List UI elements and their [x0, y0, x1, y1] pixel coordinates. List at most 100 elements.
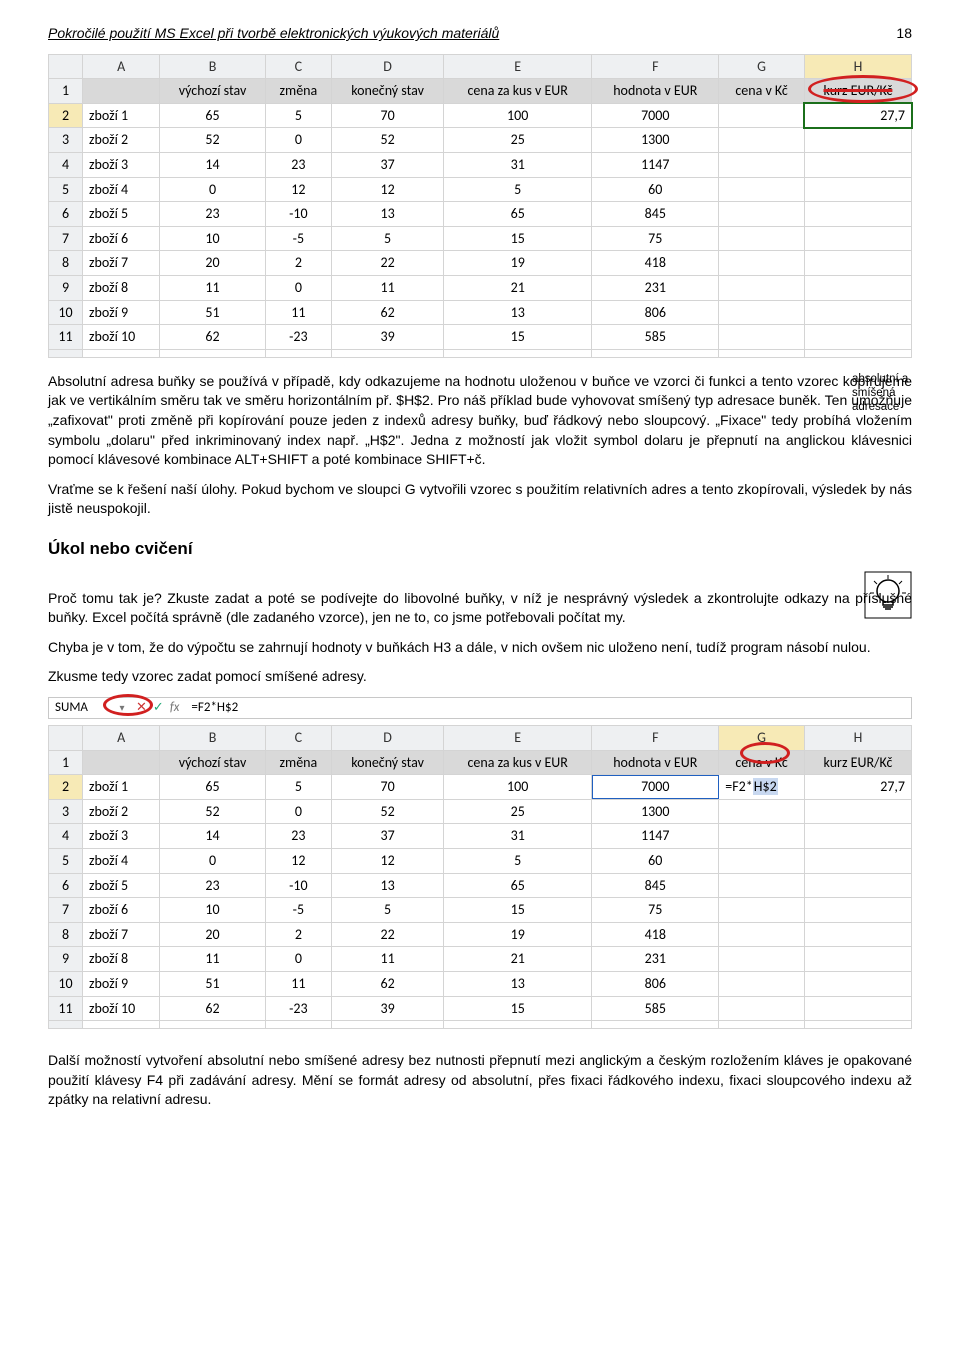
cell[interactable]: -23	[265, 996, 331, 1021]
cell[interactable]: zboží 5	[83, 202, 160, 227]
cell[interactable]: zboží 6	[83, 898, 160, 923]
cell[interactable]: 7000	[592, 775, 719, 800]
col-C[interactable]: C	[265, 726, 331, 751]
cell[interactable]: 52	[160, 128, 265, 153]
cell[interactable]: 100	[444, 103, 592, 128]
cell[interactable]: =F2*H$2	[719, 775, 805, 800]
row-number[interactable]: 7	[49, 226, 83, 251]
cell[interactable]: 806	[592, 300, 719, 325]
col-D[interactable]: D	[332, 726, 444, 751]
cell[interactable]: 19	[444, 922, 592, 947]
row-number[interactable]: 10	[49, 300, 83, 325]
cell[interactable]: 11	[160, 947, 265, 972]
cell[interactable]: 418	[592, 251, 719, 276]
cell[interactable]: 65	[160, 775, 265, 800]
col-B[interactable]: B	[160, 54, 265, 79]
cell[interactable]: 70	[332, 103, 444, 128]
cell[interactable]	[719, 824, 805, 849]
cell[interactable]: 418	[592, 922, 719, 947]
cell[interactable]: 11	[265, 300, 331, 325]
row-number[interactable]: 5	[49, 177, 83, 202]
col-C[interactable]: C	[265, 54, 331, 79]
cell[interactable]: 21	[444, 947, 592, 972]
header-cell[interactable]: cena v Kč	[719, 750, 805, 775]
cell[interactable]: zboží 8	[83, 947, 160, 972]
cell[interactable]	[719, 996, 805, 1021]
cell[interactable]: 51	[160, 300, 265, 325]
cell[interactable]: zboží 10	[83, 996, 160, 1021]
cell[interactable]: 65	[160, 103, 265, 128]
cell[interactable]: -10	[265, 873, 331, 898]
cell[interactable]: zboží 2	[83, 128, 160, 153]
cell[interactable]: 845	[592, 873, 719, 898]
cell[interactable]: 12	[332, 177, 444, 202]
cell[interactable]: 1147	[592, 824, 719, 849]
cell[interactable]: 5	[332, 898, 444, 923]
name-box-dropdown-icon[interactable]: ▾	[114, 697, 130, 719]
cell[interactable]	[804, 824, 911, 849]
cell[interactable]: 75	[592, 226, 719, 251]
header-cell[interactable]: cena za kus v EUR	[444, 79, 592, 104]
cell[interactable]: 31	[444, 152, 592, 177]
cell[interactable]: 60	[592, 177, 719, 202]
cell[interactable]: 13	[332, 873, 444, 898]
cell[interactable]	[804, 275, 911, 300]
cell[interactable]	[83, 349, 160, 357]
cell[interactable]	[804, 202, 911, 227]
cell[interactable]: 5	[265, 103, 331, 128]
cell[interactable]	[719, 349, 805, 357]
cell[interactable]	[265, 349, 331, 357]
row-number[interactable]: 3	[49, 128, 83, 153]
cell[interactable]: -10	[265, 202, 331, 227]
cell[interactable]: -23	[265, 325, 331, 350]
cell[interactable]	[719, 971, 805, 996]
cell[interactable]: 52	[332, 128, 444, 153]
row-number[interactable]: 6	[49, 202, 83, 227]
cell[interactable]: 7000	[592, 103, 719, 128]
header-cell[interactable]: změna	[265, 750, 331, 775]
row-number[interactable]	[49, 1021, 83, 1029]
cell[interactable]: zboží 1	[83, 103, 160, 128]
row-number[interactable]: 4	[49, 152, 83, 177]
col-G[interactable]: G	[719, 54, 805, 79]
header-cell[interactable]: výchozí stav	[160, 750, 265, 775]
cell[interactable]: zboží 9	[83, 300, 160, 325]
row-number[interactable]: 8	[49, 922, 83, 947]
cell[interactable]: 1300	[592, 799, 719, 824]
cell[interactable]: 14	[160, 152, 265, 177]
cell[interactable]	[804, 226, 911, 251]
cell[interactable]: 5	[332, 226, 444, 251]
cell[interactable]: 23	[160, 873, 265, 898]
header-cell[interactable]: kurz EUR/Kč	[804, 79, 911, 104]
row-number[interactable]: 9	[49, 947, 83, 972]
cell[interactable]: 19	[444, 251, 592, 276]
cell[interactable]: 62	[160, 325, 265, 350]
col-A[interactable]: A	[83, 54, 160, 79]
cell[interactable]: 13	[332, 202, 444, 227]
cell[interactable]: 12	[265, 849, 331, 874]
cell[interactable]: 14	[160, 824, 265, 849]
cell[interactable]	[719, 898, 805, 923]
cell[interactable]: 75	[592, 898, 719, 923]
cell[interactable]: zboží 7	[83, 251, 160, 276]
cell[interactable]: 65	[444, 202, 592, 227]
cell[interactable]: 845	[592, 202, 719, 227]
row-number[interactable]: 1	[49, 79, 83, 104]
cell[interactable]: 20	[160, 251, 265, 276]
cell[interactable]: 37	[332, 152, 444, 177]
cell[interactable]	[804, 1021, 911, 1029]
cell[interactable]: 15	[444, 325, 592, 350]
cell[interactable]	[804, 325, 911, 350]
cell[interactable]: 1147	[592, 152, 719, 177]
cell[interactable]: 23	[265, 152, 331, 177]
cell[interactable]: 51	[160, 971, 265, 996]
cell[interactable]	[719, 251, 805, 276]
col-E[interactable]: E	[444, 726, 592, 751]
cell[interactable]	[719, 202, 805, 227]
row-number[interactable]: 5	[49, 849, 83, 874]
cell[interactable]	[719, 128, 805, 153]
col-F[interactable]: F	[592, 54, 719, 79]
col-E[interactable]: E	[444, 54, 592, 79]
cell[interactable]: zboží 5	[83, 873, 160, 898]
header-cell[interactable]: konečný stav	[332, 79, 444, 104]
